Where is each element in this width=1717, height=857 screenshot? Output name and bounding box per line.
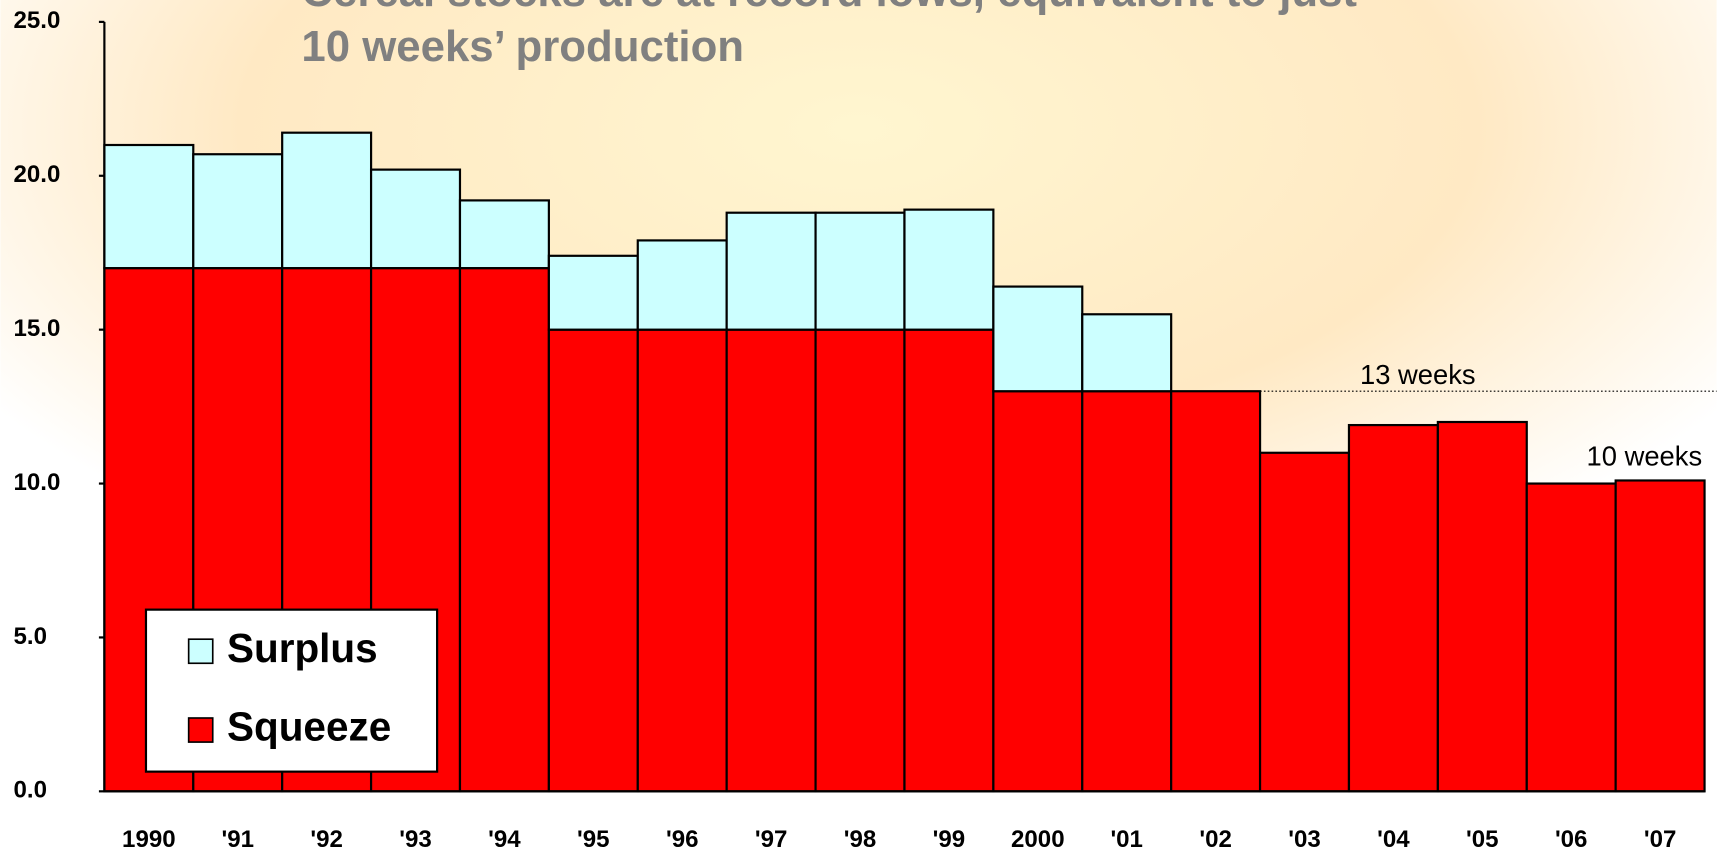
x-tick-label: 1990: [122, 826, 176, 853]
x-tick-label: '06: [1555, 826, 1588, 853]
bar-segment: [458, 199, 550, 270]
bar-segment: [992, 390, 1084, 793]
bar-segment: [814, 328, 906, 793]
x-tick-label: '92: [310, 826, 343, 853]
x-tick-label: '04: [1377, 826, 1410, 853]
x-tick-label: '93: [399, 826, 432, 853]
legend-swatch: [187, 638, 214, 665]
bar-segment: [992, 285, 1084, 393]
bar-segment: [725, 211, 817, 331]
y-tick-label: 10.0: [14, 469, 61, 496]
bar-segment: [1258, 451, 1351, 793]
x-tick-label: '02: [1199, 826, 1232, 853]
x-tick-label: '05: [1466, 826, 1499, 853]
bar-segment: [192, 153, 284, 270]
x-tick-label: '94: [488, 826, 521, 853]
bar-segment: [1081, 313, 1173, 393]
x-tick-label: '98: [844, 826, 877, 853]
legend-label: Squeeze: [227, 704, 391, 750]
annotation: 13 weeks: [1360, 359, 1476, 390]
legend-box: [144, 608, 439, 773]
x-tick-label: '99: [933, 826, 966, 853]
bar-segment: [1436, 420, 1528, 793]
y-tick-label: 0.0: [14, 777, 47, 804]
x-tick-label: '96: [666, 826, 699, 853]
x-tick-label: '91: [221, 826, 254, 853]
bar-segment: [1347, 423, 1439, 793]
y-tick-label: 5.0: [14, 623, 47, 650]
bar-segment: [547, 328, 639, 793]
y-tick-label: 20.0: [14, 161, 61, 188]
bar-segment: [547, 254, 639, 331]
chart-title: Cereal stocks are at record lows, equiva…: [301, 0, 1357, 16]
chart-title: 10 weeks’ production: [301, 22, 744, 71]
x-tick-label: '03: [1288, 826, 1321, 853]
bar-segment: [725, 328, 817, 793]
bar-segment: [1170, 390, 1262, 793]
bar-segment: [458, 267, 550, 793]
bar-segment: [636, 328, 728, 793]
bar-segment: [369, 168, 462, 270]
bar-segment: [814, 211, 906, 331]
annotation: 10 weeks: [1587, 441, 1703, 472]
x-tick-label: '95: [577, 826, 610, 853]
legend-swatch: [187, 717, 214, 743]
bar-segment: [903, 328, 995, 793]
legend: Surplus Squeeze: [144, 608, 439, 773]
bar-segment: [1525, 482, 1617, 793]
x-tick-label: '97: [755, 826, 788, 853]
y-tick-label: 25.0: [14, 7, 61, 34]
bar-segment: [1614, 479, 1706, 793]
legend-label: Surplus: [227, 625, 378, 671]
x-tick-label: '01: [1110, 826, 1143, 853]
y-tick-label: 15.0: [14, 315, 61, 342]
bar-segment: [103, 143, 195, 270]
bar-segment: [636, 239, 728, 331]
x-tick-label: '07: [1644, 826, 1677, 853]
bar-segment: [1081, 390, 1173, 793]
bar-segment: [903, 208, 995, 331]
bar-segment: [281, 131, 373, 270]
x-tick-label: 2000: [1011, 826, 1065, 853]
